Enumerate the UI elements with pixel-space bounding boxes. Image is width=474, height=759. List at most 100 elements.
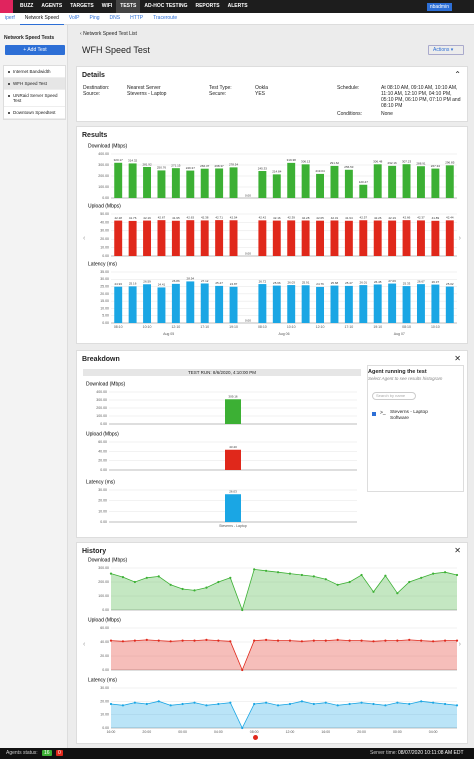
bar (330, 285, 339, 323)
actions-button[interactable]: Actions ▾ (428, 45, 464, 55)
y-tick-label: 0.00 (102, 608, 109, 612)
server-time-label: Server time: (370, 750, 397, 756)
chart: Latency (ms) 0.00 10.00 20.00 30.00 16:00 20:0… (88, 677, 459, 734)
bar (445, 165, 454, 198)
breakdown-panel: Breakdown ✕ TEST RUN: 8/6/2020, 4:10:00 … (76, 350, 468, 538)
sub-nav-item[interactable]: iperf (5, 15, 15, 21)
line (110, 639, 457, 672)
point (348, 580, 351, 584)
next-arrow[interactable]: › (458, 235, 461, 242)
test-item[interactable]: Internet Bandwidth (4, 66, 65, 78)
user-menu[interactable]: nbadmin (426, 3, 452, 11)
nav-item[interactable]: TARGETS (70, 3, 94, 9)
y-tick-label: 10.00 (100, 306, 109, 310)
agent-hint: Select Agent to see results histogram (368, 376, 443, 381)
value-label: 256.53 (344, 165, 354, 169)
bar (171, 283, 180, 323)
sub-nav-item[interactable]: Traceroute (153, 15, 178, 21)
point (181, 587, 184, 591)
point (432, 701, 435, 704)
close-icon[interactable]: ✕ (454, 354, 461, 363)
value-label: 27.12 (201, 279, 209, 283)
agents-down[interactable]: 0 (56, 749, 63, 756)
agent-name[interactable]: Steverns - Laptop Software (390, 410, 428, 421)
y-tick-label: 0.00 (100, 422, 107, 426)
sub-nav-item[interactable]: VoIP (68, 15, 80, 21)
bar (143, 166, 152, 198)
bar (229, 167, 238, 198)
actions-label[interactable]: Actions (433, 47, 450, 53)
close-icon[interactable]: ✕ (454, 546, 461, 555)
bar (402, 220, 411, 256)
nav-item[interactable]: ALERTS (227, 3, 248, 9)
point (300, 573, 303, 577)
sub-nav-item[interactable]: Ping (89, 15, 100, 21)
next-arrow[interactable]: › (458, 641, 461, 648)
value-label: 42.67 (158, 215, 166, 219)
point (372, 640, 375, 643)
agents-up[interactable]: 16 (42, 749, 52, 756)
nav-item[interactable]: AD-HOC TESTING (144, 3, 188, 9)
sub-nav-item[interactable]: Network Speed (19, 13, 64, 25)
logo[interactable] (0, 0, 13, 13)
page-title: WFH Speed Test (82, 45, 150, 55)
sub-nav-item[interactable]: DNS (109, 15, 121, 21)
test-item[interactable]: Downtown Speedtest (4, 107, 65, 119)
prev-arrow[interactable]: ‹ (83, 235, 86, 242)
search-box[interactable]: Search by name (372, 392, 416, 400)
nav-item[interactable]: REPORTS (195, 3, 220, 9)
line (110, 568, 458, 612)
value-label: 267.34 (431, 164, 441, 168)
collapse-icon[interactable]: ⌃ (454, 70, 461, 79)
checkbox[interactable] (372, 412, 376, 416)
bar (344, 285, 353, 323)
nav-item[interactable]: TESTS (116, 0, 141, 13)
area (111, 639, 457, 670)
y-tick-label: 0.00 (102, 321, 109, 325)
point (408, 638, 411, 641)
bar (287, 162, 296, 198)
prev-arrow[interactable]: ‹ (83, 641, 86, 648)
chart-title: Upload (Mbps) (88, 203, 121, 209)
breadcrumb[interactable]: ‹ Network Speed Test List (80, 31, 137, 37)
bar (229, 220, 238, 256)
bar (215, 168, 224, 198)
point (396, 592, 399, 595)
breadcrumb-text[interactable]: Network Speed Test List (83, 31, 137, 37)
field-label: Secure: (209, 91, 227, 97)
point (396, 701, 399, 704)
line (110, 700, 458, 729)
point (121, 704, 125, 707)
bar (431, 284, 440, 323)
value-label: 26.45 (374, 280, 382, 284)
value-label: 26.01 (360, 280, 368, 284)
value-label: 25.47 (345, 281, 353, 285)
value-label: 28.54 (187, 277, 195, 281)
panel-title: Details (82, 72, 105, 79)
sub-nav-item[interactable]: HTTP (130, 15, 144, 21)
value-label: 26.67 (417, 279, 425, 283)
x-tick-label: 20:00 (357, 730, 366, 734)
point (157, 700, 160, 703)
value-label: 319.38 (287, 158, 297, 162)
bar (215, 220, 224, 256)
value-label: 307.23 (402, 160, 412, 164)
history-panel: History ✕ ‹ › Download (Mbps) 0.00 100.00 2… (76, 542, 468, 744)
test-run-bar: TEST RUN: 8/6/2020, 4:10:00 PM (83, 369, 361, 376)
test-item[interactable]: WFH Speed Test (4, 78, 65, 90)
nav-item[interactable]: BUZZ (20, 3, 34, 9)
point (133, 701, 136, 704)
chart: Download (Mbps) 0.00 100.00 200.00 300.00 400… (88, 143, 457, 200)
point (133, 580, 136, 584)
value-label: 42.18 (114, 216, 122, 220)
test-item[interactable]: UNRaid Server Speed Test (4, 90, 65, 107)
nav-item[interactable]: AGENTS (41, 3, 63, 9)
add-test-button[interactable]: + Add Test (5, 45, 65, 55)
point (265, 638, 268, 641)
point (217, 580, 220, 584)
nav-item[interactable]: WIFI (101, 3, 113, 9)
timeline-marker[interactable] (253, 735, 258, 740)
chart: Upload (Mbps) 0.00 20.00 40.00 60.00 43.40 (86, 431, 357, 472)
point (205, 704, 208, 707)
point (253, 568, 256, 571)
